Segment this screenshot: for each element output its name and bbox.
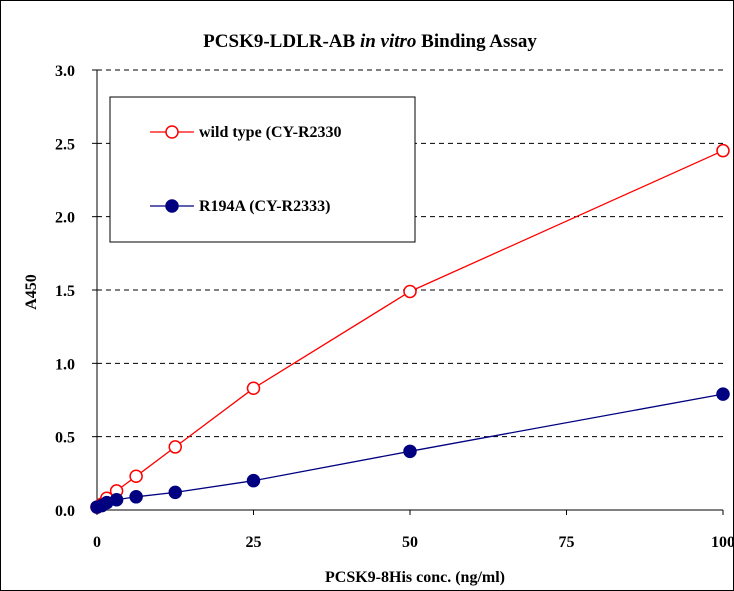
series-1-point-4	[129, 490, 143, 504]
chart-title-part-3: Binding Assay	[416, 31, 537, 52]
chart-title: PCSK9-LDLR-AB in vitro Binding Assay	[203, 31, 537, 52]
x-tick-label-0: 0	[93, 534, 101, 551]
legend-box	[109, 96, 416, 243]
x-tick-label-2: 50	[402, 534, 418, 551]
x-tick-label-4: 100	[711, 534, 734, 551]
legend: wild type (CY-R2330 R194A (CY-R2333)	[109, 96, 416, 243]
series-1-point-3	[109, 492, 124, 507]
y-tick-label-1: 0.5	[55, 430, 75, 447]
x-tick-label-3: 75	[559, 534, 575, 551]
series-1-point-5	[168, 485, 182, 500]
legend-label-1: R194A (CY-R2333)	[199, 198, 330, 215]
y-axis-label: A450	[23, 274, 40, 310]
series-1-point-8	[716, 387, 730, 401]
x-tick-labels: 0 25 50 75 100	[93, 534, 734, 551]
series-0-point-7	[403, 284, 417, 299]
x-axis-label: PCSK9-8His conc. (ng/ml)	[325, 569, 505, 586]
y-tick-label-5: 2.5	[55, 136, 75, 153]
y-tick-label-3: 1.5	[55, 283, 75, 300]
series-0-point-5	[168, 440, 182, 454]
series-0-point-8	[716, 143, 730, 158]
series-0-point-4	[129, 469, 143, 484]
series-layer	[90, 143, 730, 514]
y-tick-label-4: 2.0	[55, 210, 75, 227]
legend-label-0: wild type (CY-R2330	[199, 124, 342, 141]
y-tick-label-2: 1.0	[55, 356, 75, 373]
legend-marker-1	[165, 199, 179, 213]
x-tick-label-1: 25	[246, 534, 262, 551]
series-1-point-7	[403, 444, 417, 459]
series-0-point-6	[246, 381, 261, 396]
y-tick-labels: 0.0 0.5 1.0 1.5 2.0 2.5 3.0	[55, 63, 75, 520]
legend-marker-0	[165, 125, 179, 139]
series-1-point-6	[246, 473, 261, 488]
y-tick-label-6: 3.0	[55, 63, 75, 80]
chart-title-part-1: PCSK9-LDLR-AB	[203, 31, 360, 52]
y-tick-label-0: 0.0	[55, 503, 75, 520]
chart-title-part-2: in vitro	[360, 31, 416, 52]
